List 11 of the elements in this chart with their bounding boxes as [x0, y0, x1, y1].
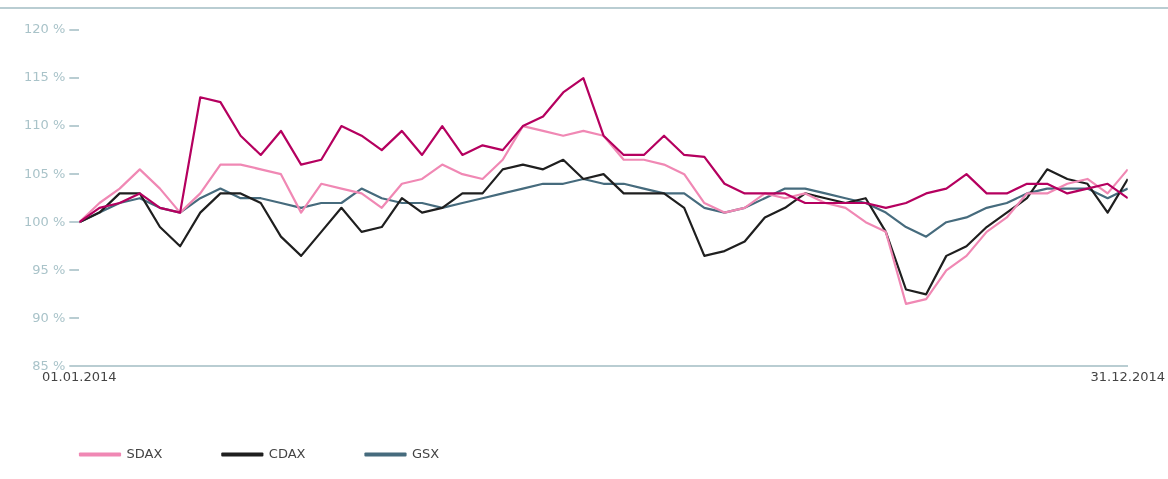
y-tick-label: 110 %: [23, 117, 66, 133]
y-tick-label: 120 %: [23, 21, 66, 37]
y-tick-label: 115 %: [23, 69, 66, 85]
legend-label: SDAX: [126, 445, 163, 461]
y-tick-label: 100 %: [23, 213, 66, 229]
legend-label: CDAX: [268, 445, 306, 461]
legend-label: GSX: [411, 445, 440, 461]
y-tick-label: 90 %: [32, 309, 66, 325]
y-tick-label: 95 %: [32, 261, 66, 277]
x-tick-label: 31.12.2014: [1090, 368, 1165, 384]
y-tick-label: 105 %: [23, 165, 66, 181]
